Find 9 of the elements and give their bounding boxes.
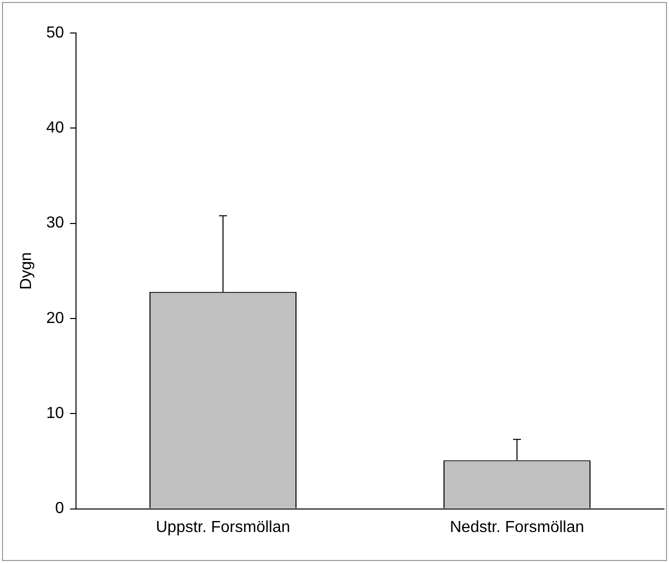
y-tick-label: 0 <box>55 500 64 518</box>
y-tick-label: 50 <box>46 24 64 42</box>
y-axis-title: Dygn <box>18 252 36 290</box>
x-tick-label: Uppstr. Forsmöllan <box>156 518 290 536</box>
y-tick-label: 30 <box>46 214 64 232</box>
y-tick-label: 20 <box>46 310 64 327</box>
y-tick-label: 10 <box>46 405 64 422</box>
y-tick-label: 40 <box>46 120 64 137</box>
x-tick-label: Nedstr. Forsmöllan <box>450 518 584 536</box>
